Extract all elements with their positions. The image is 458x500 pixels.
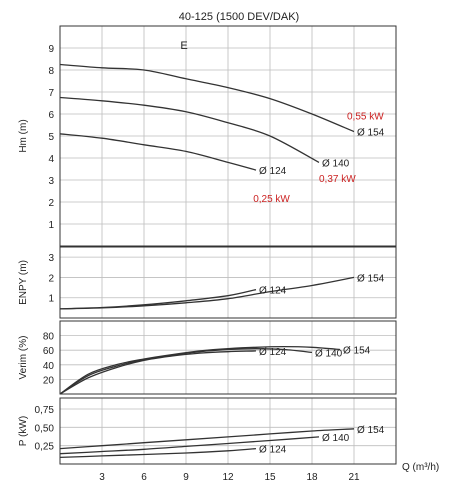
power-y-tick-label: 0,50 <box>35 423 55 434</box>
chart-title: 40-125 (1500 DEV/DAK) <box>179 11 299 23</box>
power-series-label: Ø 140 <box>322 433 350 444</box>
power-y-axis-label: P (kW) <box>18 416 29 446</box>
power-frame <box>59 397 397 465</box>
head-power-label: 0,55 kW <box>347 112 384 123</box>
efficiency-y-tick-label: 20 <box>43 375 55 386</box>
power-panel: 0,25 0,50 0,75 P (kW) 3 6 9 12 15 18 21 Q (m³/h) Ø 1… <box>18 397 439 483</box>
head-series-line-2 <box>59 133 257 171</box>
power-y-tick-label: 0,75 <box>35 405 55 416</box>
efficiency-panel: 20 40 60 80 Verim (%) Ø 124 Ø 140 Ø 154 <box>18 320 397 395</box>
head-power-label: 0,37 kW <box>319 174 356 185</box>
npsh-series-line-1 <box>59 288 257 310</box>
head-y-tick-label: 1 <box>48 220 54 231</box>
power-x-tick-label: 21 <box>348 472 360 483</box>
head-y-tick-label: 7 <box>48 88 54 99</box>
efficiency-series-line-1 <box>59 348 313 395</box>
npsh-y-tick-label: 1 <box>48 294 54 305</box>
npsh-series-line-0 <box>59 276 355 310</box>
efficiency-y-tick-label: 80 <box>43 332 55 343</box>
head-y-tick-label: 4 <box>48 154 54 165</box>
head-series-label: Ø 124 <box>259 166 287 177</box>
efficiency-y-axis-label: Verim (%) <box>18 336 29 380</box>
efficiency-y-tick-label: 40 <box>43 361 55 372</box>
power-series-label: Ø 154 <box>357 425 385 436</box>
power-x-tick-label: 6 <box>141 472 147 483</box>
power-x-tick-label: 12 <box>222 472 234 483</box>
npsh-series-label: Ø 124 <box>259 286 287 297</box>
power-x-tick-label: 9 <box>183 472 189 483</box>
head-series-label: Ø 154 <box>357 128 385 139</box>
power-series-label: Ø 124 <box>259 445 287 456</box>
efficiency-series-label: Ø 154 <box>343 345 371 356</box>
head-y-tick-label: 9 <box>48 44 54 55</box>
head-y-axis-label: Hm (m) <box>18 119 29 152</box>
efficiency-y-tick-label: 60 <box>43 346 55 357</box>
head-series-line-1 <box>59 96 320 163</box>
power-series-line-1 <box>59 436 320 455</box>
efficiency-frame <box>59 320 397 395</box>
head-annotation: E <box>180 40 187 52</box>
head-y-tick-label: 2 <box>48 198 54 209</box>
efficiency-series-label: Ø 140 <box>315 348 343 359</box>
head-y-tick-label: 3 <box>48 176 54 187</box>
head-panel: 1 2 3 4 5 6 7 8 9 Hm (m) E Ø 154 Ø 140 Ø 124 0,55 kW 0,… <box>18 25 397 247</box>
efficiency-series-line-2 <box>59 345 341 395</box>
power-x-axis-label: Q (m³/h) <box>402 462 439 473</box>
npsh-y-tick-label: 3 <box>48 253 54 264</box>
npsh-frame <box>59 246 397 319</box>
head-series-label: Ø 140 <box>322 158 350 169</box>
power-x-tick-label: 15 <box>264 472 276 483</box>
npsh-panel: 1 2 3 ENPY (m) Ø 154 Ø 124 <box>18 246 397 319</box>
head-y-tick-label: 8 <box>48 66 54 77</box>
head-y-tick-label: 6 <box>48 110 54 121</box>
power-y-tick-label: 0,25 <box>35 442 55 453</box>
npsh-y-tick-label: 2 <box>48 273 54 284</box>
power-x-tick-label: 18 <box>306 472 318 483</box>
efficiency-series-label: Ø 124 <box>259 347 287 358</box>
npsh-y-axis-label: ENPY (m) <box>18 260 29 305</box>
power-x-tick-label: 3 <box>99 472 105 483</box>
head-power-label: 0,25 kW <box>253 194 290 205</box>
power-series-line-0 <box>59 428 355 450</box>
npsh-series-label: Ø 154 <box>357 273 385 284</box>
head-frame <box>59 25 397 247</box>
head-y-tick-label: 5 <box>48 132 54 143</box>
head-series-line-0 <box>59 63 355 133</box>
power-series-line-2 <box>59 447 257 459</box>
